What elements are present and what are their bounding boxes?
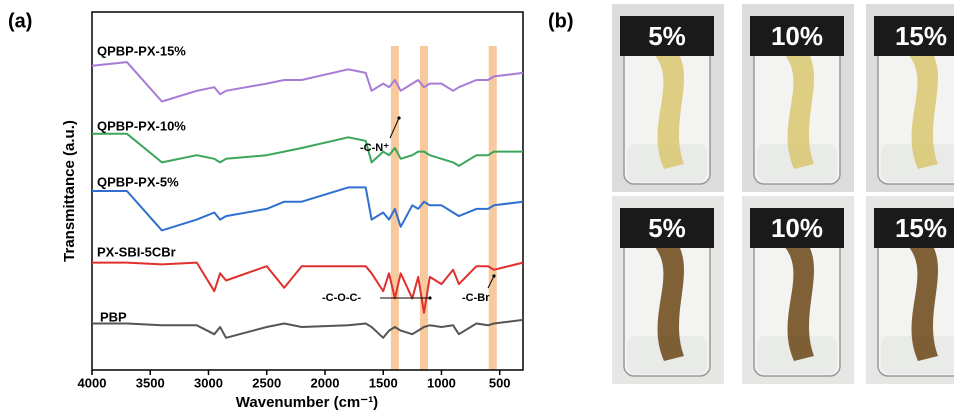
series-label: QPBP-PX-5% xyxy=(97,174,179,189)
spectrum-line xyxy=(92,318,524,339)
arrow-head xyxy=(492,274,496,278)
label-band xyxy=(620,208,714,248)
annotation-arrow xyxy=(487,275,495,289)
x-tick-label: 2000 xyxy=(311,375,340,390)
concentration-label: 10% xyxy=(771,213,823,243)
plot-frame xyxy=(91,11,524,371)
annotation: -C-Br xyxy=(462,292,490,304)
membrane xyxy=(784,54,814,169)
highlight-band xyxy=(488,46,497,370)
series-label: PX-SBI-5CBr xyxy=(97,244,176,259)
membrane xyxy=(784,246,814,361)
spectrum-line xyxy=(92,261,524,314)
spectrum-line xyxy=(92,186,524,232)
concentration-label: 10% xyxy=(771,21,823,51)
annotation-arrow xyxy=(389,117,400,139)
concentration-label: 5% xyxy=(648,213,686,243)
membrane xyxy=(908,54,938,169)
arrow-head xyxy=(397,116,401,120)
y-axis-label: Transmittance (a.u.) xyxy=(61,120,78,262)
membrane xyxy=(654,54,684,169)
series-label: QPBP-PX-10% xyxy=(97,118,186,133)
label-band xyxy=(750,16,844,56)
membrane xyxy=(908,246,938,361)
concentration-label: 15% xyxy=(895,21,947,51)
x-tick-label: 1000 xyxy=(427,375,456,390)
highlight-band xyxy=(419,46,428,370)
x-tick-label: 500 xyxy=(489,375,511,390)
arrow-head xyxy=(428,296,432,300)
x-tick-label: 2500 xyxy=(252,375,281,390)
annotation: -C-O-C- xyxy=(322,292,361,304)
concentration-label: 15% xyxy=(895,213,947,243)
series-label: QPBP-PX-15% xyxy=(97,43,186,58)
panel-label: (b) xyxy=(548,10,574,32)
spectrum-line xyxy=(92,132,523,167)
membrane xyxy=(654,246,684,361)
label-band xyxy=(750,208,844,248)
concentration-label: 5% xyxy=(648,21,686,51)
label-band xyxy=(874,208,954,248)
x-tick-label: 3500 xyxy=(136,375,165,390)
annotation: -C-N⁺ xyxy=(360,142,389,154)
label-band xyxy=(620,16,714,56)
panel-label: (a) xyxy=(8,10,32,32)
x-tick-label: 4000 xyxy=(78,375,107,390)
series-label: PBP xyxy=(100,309,127,324)
label-band xyxy=(874,16,954,56)
spectrum-line xyxy=(91,61,524,103)
x-tick-label: 3000 xyxy=(194,375,223,390)
x-axis-label: Wavenumber (cm⁻¹) xyxy=(236,394,378,411)
x-tick-label: 1500 xyxy=(369,375,398,390)
